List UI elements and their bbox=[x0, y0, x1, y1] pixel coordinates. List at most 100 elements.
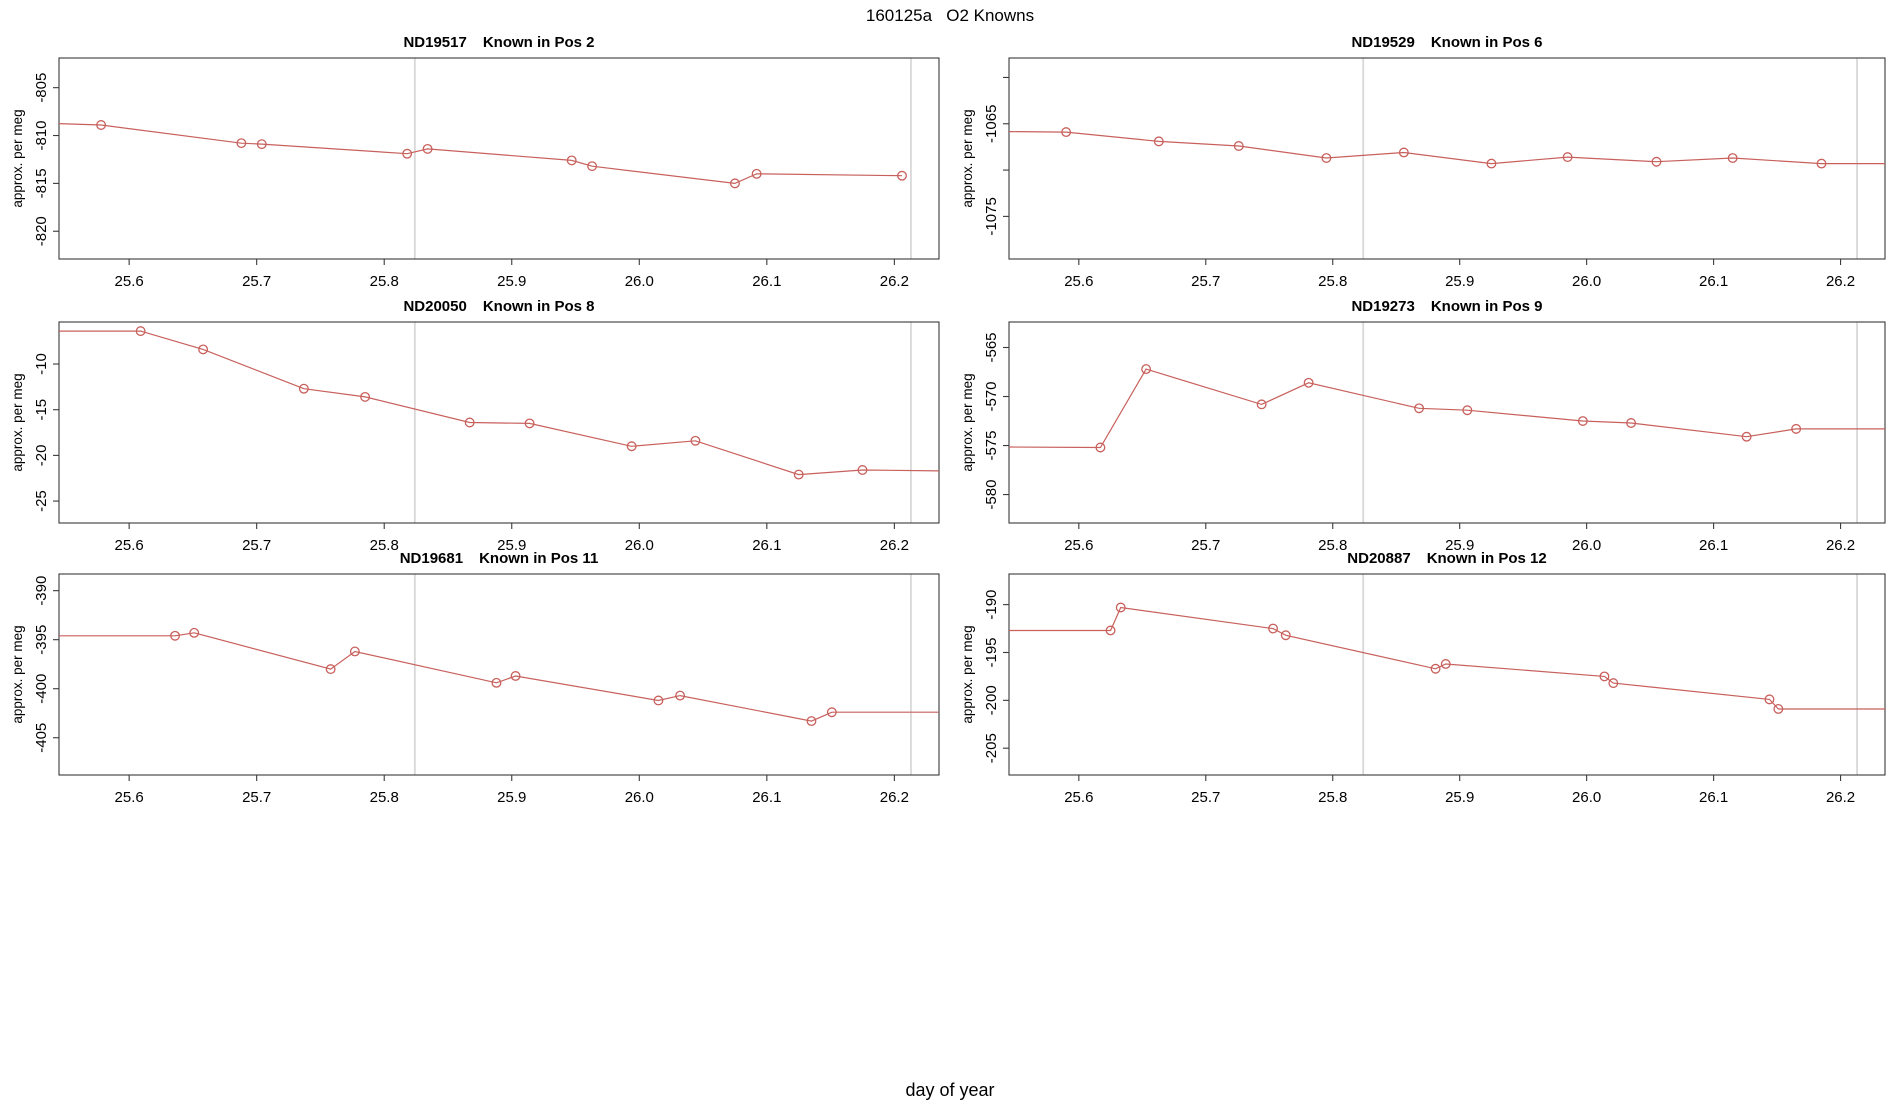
data-point-marker bbox=[1486, 158, 1497, 169]
panel-title-position: Known in Pos 8 bbox=[483, 298, 595, 315]
y-tick-label: -400 bbox=[33, 674, 50, 704]
panel-title-sample-id: ND19529 bbox=[1351, 34, 1414, 51]
panel-title-position: Known in Pos 11 bbox=[479, 550, 598, 567]
panel-title-position: Known in Pos 2 bbox=[483, 34, 595, 51]
panel-nd19273: 25.6 25.7 25.8 25.9 26.0 26.1 26.2 -565 -570 -575… bbox=[960, 298, 1886, 554]
data-point-marker bbox=[1440, 659, 1451, 669]
data-point-marker bbox=[1115, 602, 1126, 613]
data-point-marker bbox=[524, 418, 535, 429]
x-tick-label: 26.1 bbox=[752, 273, 781, 290]
x-tick-label: 25.9 bbox=[497, 273, 526, 290]
x-tick-label: 25.7 bbox=[1191, 273, 1220, 290]
data-point-marker bbox=[653, 695, 664, 706]
data-point-marker bbox=[793, 469, 804, 480]
plot-frame bbox=[58, 573, 940, 776]
y-tick-label: -205 bbox=[983, 733, 1000, 763]
x-tick-label: 25.6 bbox=[115, 273, 144, 290]
y-tick-label: -815 bbox=[33, 168, 50, 198]
plot-frame bbox=[1008, 321, 1886, 524]
x-tick-label: 25.9 bbox=[1445, 789, 1474, 806]
x-tick-label: 26.2 bbox=[880, 273, 909, 290]
y-tick-label: -805 bbox=[33, 73, 50, 103]
x-tick-label: 25.8 bbox=[370, 789, 399, 806]
data-point-marker bbox=[587, 161, 598, 172]
data-point-marker bbox=[1741, 431, 1752, 442]
x-tick-label: 25.6 bbox=[1064, 789, 1093, 806]
x-tick-label: 26.2 bbox=[1826, 537, 1855, 554]
x-tick-label: 26.0 bbox=[625, 273, 654, 290]
data-point-marker bbox=[1727, 153, 1738, 163]
panel-nd20050: 25.6 25.7 25.8 25.9 26.0 26.1 26.2 -10 -15 -20 -25… bbox=[10, 298, 940, 554]
data-point-marker bbox=[510, 671, 521, 681]
plot-frame bbox=[58, 57, 940, 260]
y-axis-label: approx. per meg bbox=[960, 373, 975, 471]
data-point-marker bbox=[96, 120, 107, 130]
series-line bbox=[59, 632, 939, 722]
data-point-marker bbox=[1773, 704, 1784, 714]
x-tick-label: 25.9 bbox=[1445, 537, 1474, 554]
panel-title-sample-id: ND20887 bbox=[1347, 550, 1410, 567]
data-point-marker bbox=[857, 465, 868, 475]
panel-title-position: Known in Pos 12 bbox=[1427, 550, 1547, 567]
x-tick-label: 25.8 bbox=[1318, 789, 1347, 806]
y-axis-label: approx. per meg bbox=[960, 109, 975, 207]
data-point-marker bbox=[325, 664, 336, 675]
y-tick-label: -200 bbox=[983, 685, 1000, 715]
series-line bbox=[59, 330, 940, 476]
y-tick-label: -565 bbox=[983, 332, 1000, 362]
data-point-marker bbox=[1105, 625, 1116, 636]
panel-title: ND19273 Known in Pos 9 bbox=[1351, 298, 1542, 315]
x-tick-label: 25.8 bbox=[1318, 273, 1347, 290]
plot-frame bbox=[58, 321, 940, 524]
y-tick-label: -10 bbox=[33, 353, 50, 375]
data-point-marker bbox=[491, 677, 502, 688]
x-tick-label: 26.0 bbox=[1572, 789, 1601, 806]
panel-nd19529: 25.6 25.7 25.8 25.9 26.0 26.1 26.2 -1065 -1075 ap… bbox=[960, 34, 1886, 290]
y-axis-label: approx. per meg bbox=[10, 373, 25, 471]
x-tick-label: 25.8 bbox=[370, 273, 399, 290]
data-point-marker bbox=[1095, 442, 1106, 453]
y-tick-label: -1065 bbox=[983, 105, 1000, 143]
series-line bbox=[1008, 368, 1885, 449]
panel-title-sample-id: ND19681 bbox=[400, 550, 463, 567]
data-point-marker bbox=[1577, 416, 1588, 426]
data-point-marker bbox=[1462, 405, 1473, 416]
panel-title-position: Known in Pos 9 bbox=[1431, 298, 1543, 315]
data-point-marker bbox=[1303, 377, 1314, 388]
data-point-marker bbox=[826, 707, 837, 718]
y-tick-label: -405 bbox=[33, 723, 50, 753]
panel-title: ND19529 Known in Pos 6 bbox=[1351, 34, 1542, 51]
x-tick-label: 25.8 bbox=[370, 537, 399, 554]
data-point-marker bbox=[1651, 156, 1662, 167]
data-point-marker bbox=[1764, 694, 1775, 705]
data-point-marker bbox=[1233, 141, 1244, 151]
panel-title: ND19517 Known in Pos 2 bbox=[403, 34, 594, 51]
data-point-marker bbox=[897, 170, 907, 181]
data-point-marker bbox=[1153, 136, 1164, 147]
data-point-marker bbox=[1280, 630, 1291, 641]
series-line bbox=[58, 123, 903, 185]
panel-nd19681: 25.6 25.7 25.8 25.9 26.0 26.1 26.2 -390 -395 -400… bbox=[10, 550, 940, 806]
data-point-marker bbox=[1256, 399, 1267, 410]
data-point-marker bbox=[402, 148, 413, 159]
x-tick-label: 25.9 bbox=[497, 789, 526, 806]
data-point-marker bbox=[806, 716, 817, 727]
x-tick-label: 25.7 bbox=[242, 789, 271, 806]
x-tick-label: 26.1 bbox=[752, 537, 781, 554]
data-point-marker bbox=[1816, 158, 1827, 169]
plot-frame bbox=[1008, 573, 1886, 776]
series-line bbox=[1009, 606, 1885, 710]
x-tick-label: 26.1 bbox=[1699, 789, 1728, 806]
plot-frame bbox=[1008, 57, 1886, 260]
x-tick-label: 25.6 bbox=[115, 537, 144, 554]
data-point-marker bbox=[1608, 678, 1619, 689]
data-point-marker bbox=[1061, 127, 1072, 138]
y-tick-label: -575 bbox=[983, 431, 1000, 461]
x-tick-label: 25.7 bbox=[1191, 789, 1220, 806]
data-point-marker bbox=[1141, 364, 1152, 375]
y-tick-label: -580 bbox=[983, 480, 1000, 510]
x-tick-label: 25.8 bbox=[1318, 537, 1347, 554]
panel-title: ND19681 Known in Pos 11 bbox=[400, 550, 599, 567]
x-tick-label: 26.0 bbox=[625, 537, 654, 554]
